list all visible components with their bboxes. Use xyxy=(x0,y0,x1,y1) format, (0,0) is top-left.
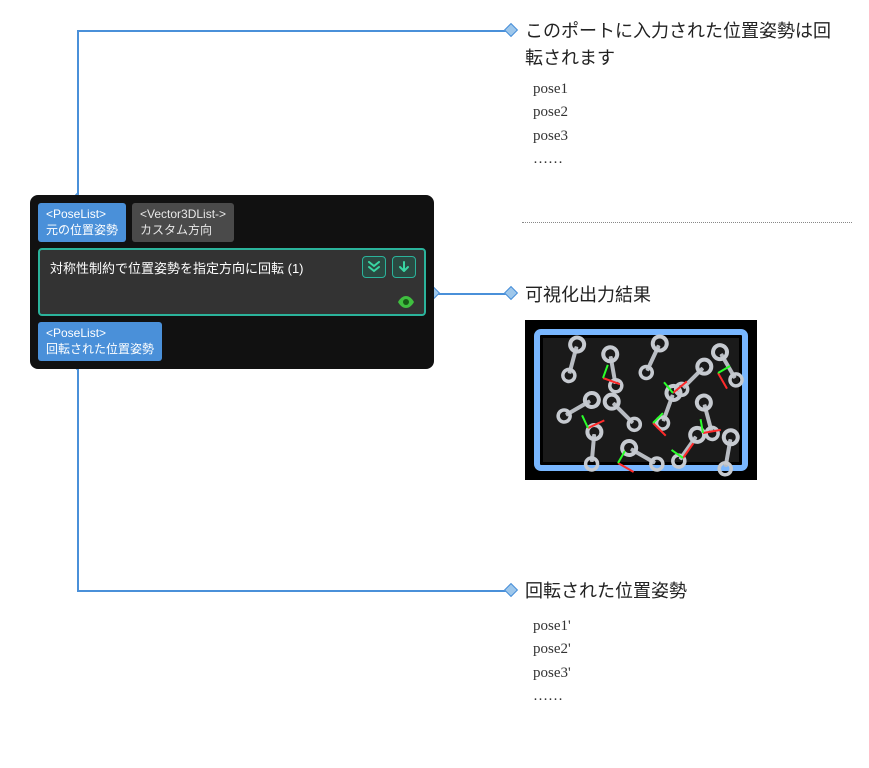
port-type: <PoseList> xyxy=(46,326,154,342)
conn3-v xyxy=(77,363,79,590)
annotation-output-list: pose1' pose2' pose3' …… xyxy=(533,615,845,708)
annotation-input: このポートに入力された位置姿勢は回転されます pose1 pose2 pose3… xyxy=(525,18,845,171)
separator-line xyxy=(522,222,852,223)
output-port-poselist[interactable]: <PoseList> 回転された位置姿勢 xyxy=(38,322,162,361)
conn1-v xyxy=(77,30,79,200)
annotation-input-list: pose1 pose2 pose3 …… xyxy=(533,78,845,171)
run-button[interactable] xyxy=(392,256,416,278)
list-item: …… xyxy=(533,148,845,171)
list-item: pose3' xyxy=(533,662,845,685)
conn3-h xyxy=(77,590,510,592)
vis-result-image xyxy=(525,320,757,480)
port-type: <Vector3DList-> xyxy=(140,207,226,223)
conn2-end-diamond xyxy=(504,286,518,300)
annotation-vis: 可視化出力結果 xyxy=(525,282,651,309)
input-port-vector3dlist[interactable]: <Vector3DList-> カスタム方向 xyxy=(132,203,234,242)
vis-result-svg xyxy=(525,320,757,480)
chevron-double-down-icon xyxy=(367,261,381,273)
arrow-down-icon xyxy=(398,261,410,273)
annotation-input-title: このポートに入力された位置姿勢は回転されます xyxy=(525,18,845,72)
output-port-row: <PoseList> 回転された位置姿勢 xyxy=(38,322,426,361)
list-item: …… xyxy=(533,685,845,708)
conn3-end-diamond xyxy=(504,583,518,597)
annotation-vis-title: 可視化出力結果 xyxy=(525,282,651,309)
node-ops xyxy=(362,256,416,278)
annotation-output: 回転された位置姿勢 pose1' pose2' pose3' …… xyxy=(525,578,845,708)
annotation-output-title: 回転された位置姿勢 xyxy=(525,578,845,605)
list-item: pose1 xyxy=(533,78,845,101)
port-type: <PoseList> xyxy=(46,207,118,223)
visualize-button[interactable] xyxy=(396,294,416,310)
list-item: pose2' xyxy=(533,638,845,661)
port-label: 回転された位置姿勢 xyxy=(46,342,154,358)
node-title: 対称性制約で位置姿勢を指定方向に回転 (1) xyxy=(50,261,304,276)
conn2-h xyxy=(432,293,510,295)
list-item: pose3 xyxy=(533,125,845,148)
port-label: カスタム方向 xyxy=(140,223,226,239)
conn1-end-diamond xyxy=(504,23,518,37)
eye-icon xyxy=(396,294,416,310)
list-item: pose2 xyxy=(533,101,845,124)
port-label: 元の位置姿勢 xyxy=(46,223,118,239)
vision-step-node[interactable]: <PoseList> 元の位置姿勢 <Vector3DList-> カスタム方向… xyxy=(30,195,434,369)
input-port-row: <PoseList> 元の位置姿勢 <Vector3DList-> カスタム方向 xyxy=(38,203,426,242)
input-port-poselist[interactable]: <PoseList> 元の位置姿勢 xyxy=(38,203,126,242)
conn1-h xyxy=(77,30,510,32)
node-body[interactable]: 対称性制約で位置姿勢を指定方向に回転 (1) xyxy=(38,248,426,316)
list-item: pose1' xyxy=(533,615,845,638)
expand-button[interactable] xyxy=(362,256,386,278)
